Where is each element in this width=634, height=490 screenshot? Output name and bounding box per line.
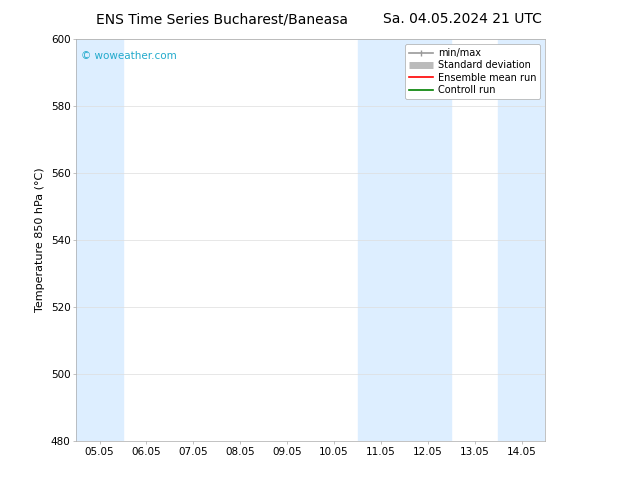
Bar (358, 39, 451, 441)
Text: ENS Time Series Bucharest/Baneasa: ENS Time Series Bucharest/Baneasa (96, 12, 348, 26)
Bar (498, 39, 545, 441)
Text: © woweather.com: © woweather.com (81, 51, 176, 61)
Bar (76, 39, 123, 441)
Y-axis label: Temperature 850 hPa (°C): Temperature 850 hPa (°C) (36, 168, 45, 313)
Text: Sa. 04.05.2024 21 UTC: Sa. 04.05.2024 21 UTC (384, 12, 542, 26)
Legend: min/max, Standard deviation, Ensemble mean run, Controll run: min/max, Standard deviation, Ensemble me… (405, 44, 540, 99)
